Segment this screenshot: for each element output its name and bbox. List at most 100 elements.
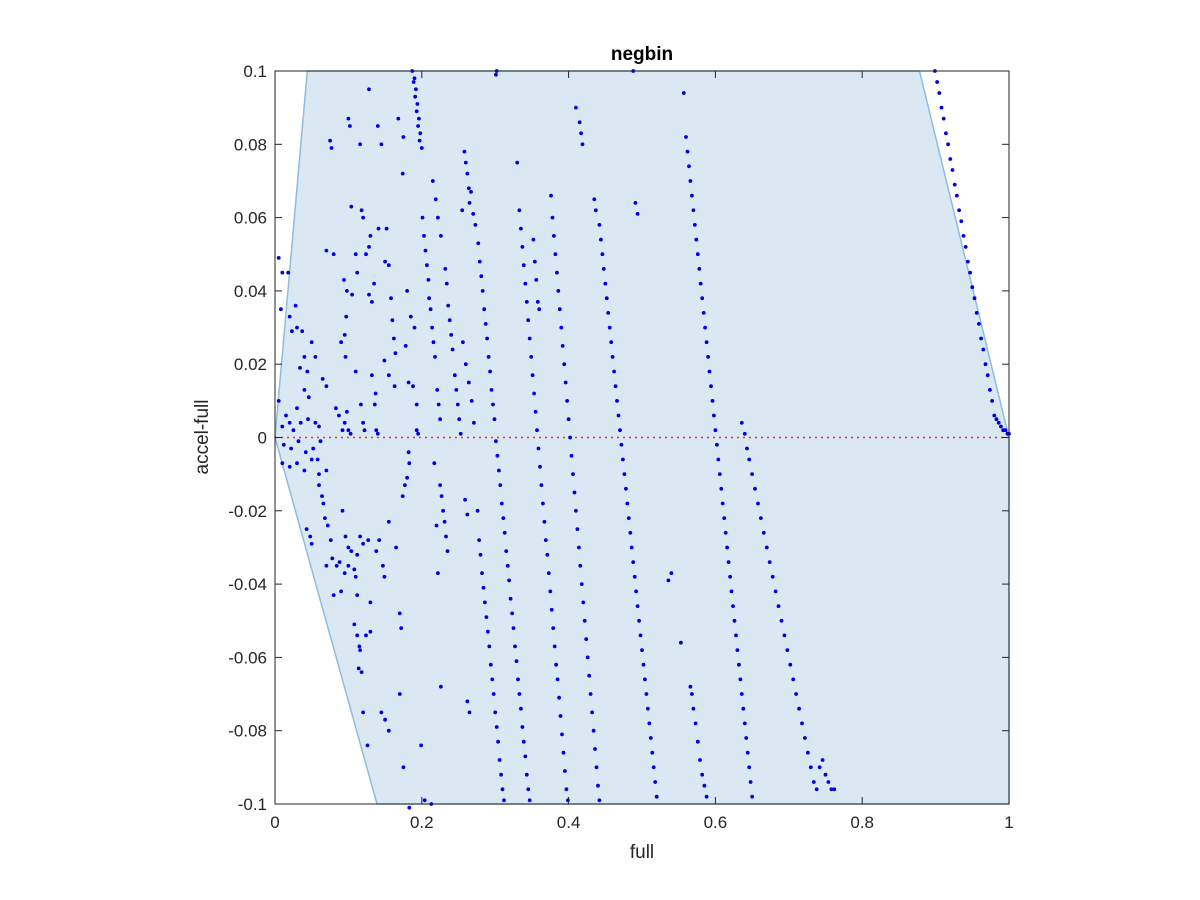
data-point [558,714,563,718]
data-point [688,684,693,689]
data-point [494,439,498,444]
data-point [505,563,510,568]
data-point [353,252,358,257]
data-point [345,409,349,414]
data-point [362,428,367,433]
data-point [534,278,539,282]
data-point [764,545,769,550]
data-point [625,501,630,506]
data-point [406,450,411,455]
data-point [520,725,525,729]
data-point [568,435,572,440]
data-point [364,633,368,638]
data-point [723,530,728,535]
data-point [485,336,489,341]
data-point [561,750,566,755]
data-point [328,138,332,143]
data-point [944,131,948,136]
data-point [826,780,831,784]
data-point [309,541,314,546]
data-point [356,666,361,671]
data-point [386,373,391,378]
data-point [747,457,752,462]
data-point [377,538,382,542]
data-point [560,732,564,737]
data-point [397,611,402,616]
data-point [737,662,741,667]
data-point [438,483,442,487]
data-point [403,483,407,487]
data-point [367,245,371,249]
data-point [417,116,421,121]
data-point [563,769,567,773]
data-point [507,578,511,583]
data-point [690,692,694,696]
data-point [389,296,393,301]
data-point [372,402,377,407]
data-point [532,259,537,264]
data-point [393,351,398,356]
data-point [304,527,309,531]
data-point [463,362,468,367]
data-point [779,618,784,623]
data-point [999,424,1003,429]
data-point [537,307,542,312]
data-point [970,285,975,290]
data-point [508,596,513,601]
data-point [276,256,281,260]
data-point [748,780,753,784]
data-point [430,179,435,183]
data-point [488,369,492,374]
data-point [520,245,525,249]
data-point [555,270,559,275]
data-point [383,259,387,264]
data-point [572,490,577,495]
data-point [597,798,602,803]
data-point [455,402,460,407]
data-point [979,336,983,341]
data-point [379,142,384,147]
data-point [454,388,459,392]
data-point [330,556,335,561]
data-point [466,186,471,191]
y-tick-label: -0.08 [228,722,267,741]
data-point [692,223,697,227]
data-point [414,428,419,433]
data-point [418,131,423,136]
data-point [688,179,693,183]
data-point [651,765,656,770]
data-point [495,453,500,458]
data-point [643,677,647,682]
data-point [439,684,443,689]
data-point [497,468,501,473]
data-point [334,563,339,568]
data-point [745,446,749,451]
data-point [490,677,495,682]
data-point [591,728,596,733]
data-point [488,662,493,667]
data-point [977,322,981,326]
data-point [462,149,467,154]
data-point [616,413,621,418]
data-point [376,226,381,231]
data-point [318,439,323,444]
y-tick-label: -0.02 [228,502,267,521]
data-point [546,571,551,575]
data-point [458,431,463,436]
data-point [368,629,373,634]
data-point [983,362,988,367]
data-point [306,417,310,422]
data-point [483,322,488,326]
data-point [460,208,465,213]
data-point [959,219,964,224]
data-point [624,486,628,491]
data-point [720,501,725,506]
data-point [817,765,822,770]
data-point [499,772,503,777]
data-point [400,171,405,176]
data-point [436,215,440,220]
data-point [800,721,804,726]
data-point [644,692,649,696]
data-point [517,692,522,696]
data-point [481,585,486,590]
